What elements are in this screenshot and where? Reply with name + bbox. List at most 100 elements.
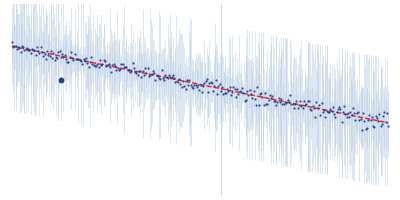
Point <box>143 71 150 75</box>
Point <box>194 85 200 89</box>
Point <box>294 106 301 109</box>
Point <box>80 58 87 61</box>
Point <box>288 102 294 106</box>
Point <box>152 78 158 81</box>
Point <box>345 111 351 115</box>
Point <box>354 112 360 115</box>
Point <box>245 94 252 97</box>
Point <box>296 103 302 106</box>
Point <box>357 118 364 121</box>
Point <box>60 55 66 59</box>
Point <box>187 83 194 86</box>
Point <box>253 103 259 106</box>
Point <box>142 67 148 70</box>
Point <box>41 52 48 55</box>
Point <box>93 65 99 68</box>
Point <box>126 69 132 72</box>
Point <box>172 80 179 83</box>
Point <box>284 98 291 101</box>
Point <box>242 100 248 103</box>
Point <box>202 80 209 83</box>
Point <box>199 90 205 93</box>
Point <box>301 99 307 103</box>
Point <box>184 79 190 82</box>
Point <box>255 103 262 106</box>
Point <box>59 53 65 56</box>
Point <box>50 52 56 55</box>
Point <box>99 63 106 66</box>
Point <box>356 118 362 122</box>
Point <box>379 122 385 125</box>
Point <box>347 110 354 113</box>
Point <box>244 89 250 93</box>
Point <box>66 55 73 58</box>
Point <box>51 58 58 62</box>
Point <box>157 77 164 80</box>
Point <box>326 110 332 113</box>
Point <box>375 119 381 123</box>
Point <box>39 51 45 54</box>
Point <box>201 81 208 84</box>
Point <box>150 70 156 73</box>
Point <box>257 92 263 95</box>
Point <box>311 107 317 110</box>
Point <box>164 76 170 79</box>
Point <box>221 91 228 94</box>
Point <box>312 116 318 119</box>
Point <box>106 62 112 65</box>
Point <box>361 119 368 123</box>
Point <box>381 110 388 114</box>
Point <box>342 112 349 115</box>
Point <box>330 105 336 108</box>
Point <box>346 116 352 119</box>
Point <box>84 61 90 64</box>
Point <box>313 100 320 104</box>
Point <box>216 82 223 86</box>
Point <box>175 80 181 83</box>
Point <box>225 89 232 92</box>
Point <box>314 107 321 110</box>
Point <box>289 103 296 106</box>
Point <box>19 44 25 47</box>
Point <box>167 75 174 78</box>
Point <box>279 102 286 105</box>
Point <box>74 58 80 61</box>
Point <box>75 57 82 61</box>
Point <box>376 113 383 116</box>
Point <box>72 52 78 55</box>
Point <box>238 90 244 93</box>
Point <box>385 125 392 128</box>
Point <box>254 86 260 89</box>
Point <box>102 59 108 62</box>
Point <box>338 121 345 124</box>
Point <box>128 69 134 72</box>
Point <box>206 82 213 85</box>
Point <box>122 66 128 69</box>
Point <box>334 111 340 114</box>
Point <box>28 52 34 55</box>
Point <box>44 49 50 52</box>
Point <box>42 57 49 60</box>
Point <box>340 110 346 113</box>
Point <box>259 95 266 98</box>
Point <box>158 69 165 72</box>
Point <box>273 104 279 107</box>
Point <box>336 105 342 108</box>
Point <box>21 48 28 52</box>
Point <box>31 48 38 52</box>
Point <box>219 85 225 88</box>
Point <box>223 91 229 95</box>
Point <box>76 59 83 62</box>
Point <box>350 107 356 110</box>
Point <box>267 94 273 97</box>
Point <box>186 79 192 82</box>
Point <box>205 91 211 94</box>
Point <box>331 113 337 116</box>
Point <box>160 77 166 80</box>
Point <box>140 70 146 73</box>
Point <box>291 107 297 110</box>
Point <box>168 76 175 79</box>
Point <box>119 62 126 65</box>
Point <box>144 66 151 70</box>
Point <box>130 62 136 65</box>
